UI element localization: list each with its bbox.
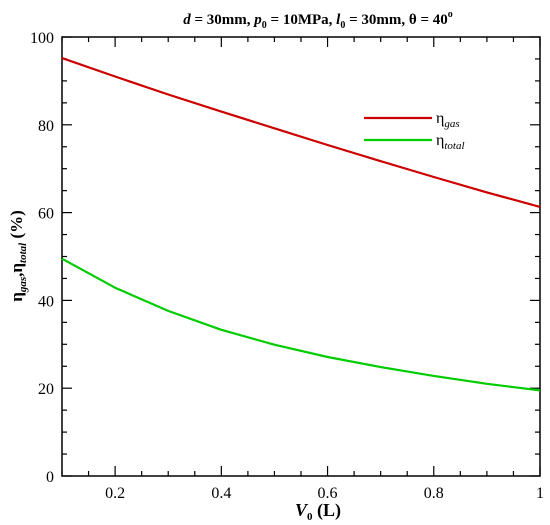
title-theta-sup: o xyxy=(448,9,453,20)
x-label-sub: 0 xyxy=(307,511,313,523)
y-tick-label: 0 xyxy=(46,469,54,486)
y-label-unit: (%) xyxy=(7,210,26,243)
legend-label-total: ηtotal xyxy=(436,132,465,152)
legend-total-symbol: η xyxy=(436,132,444,149)
y-tick-label: 100 xyxy=(30,30,54,47)
title-p-symbol: p xyxy=(252,12,262,28)
title-l-sub: 0 xyxy=(340,20,345,31)
legend-gas-symbol: η xyxy=(436,110,444,127)
x-tick-label: 0.8 xyxy=(424,485,444,502)
axis-tick-labels: 0.2 0.4 0.6 0.8 1 0 20 40 60 80 100 xyxy=(30,30,544,502)
legend-label-gas: ηgas xyxy=(436,110,460,130)
title-l-value: = 30mm, θ = 40 xyxy=(345,12,447,28)
x-tick-label: 1 xyxy=(536,485,544,502)
y-label-sub-gas: gas xyxy=(17,277,29,293)
x-tick-label: 0.4 xyxy=(211,485,231,502)
legend: ηgas ηtotal xyxy=(364,110,465,152)
y-label-sub-total: total xyxy=(17,242,29,263)
series-lines xyxy=(61,57,541,392)
chart-title: d = 30mm, p0 = 10MPa, l0 = 30mm, θ = 40o xyxy=(183,9,453,31)
y-label-eta: η xyxy=(7,292,26,302)
y-label-sep: ,η xyxy=(7,263,26,277)
series-line-gas xyxy=(61,57,541,208)
x-label-symbol: V xyxy=(295,500,309,520)
axis-ticks xyxy=(61,36,541,477)
y-tick-label: 40 xyxy=(38,293,54,310)
title-p-value: = 10MPa, xyxy=(267,12,336,28)
x-label-unit: (L) xyxy=(313,500,342,521)
title-d-value: = 30mm, xyxy=(191,12,255,28)
title-p-sub: 0 xyxy=(262,20,267,31)
plot-frame xyxy=(61,36,541,477)
series-line-total xyxy=(61,257,541,392)
title-l-symbol: l xyxy=(336,12,341,28)
y-axis-label: ηgas,ηtotal (%) xyxy=(7,210,29,302)
x-tick-label: 0.2 xyxy=(105,485,125,502)
legend-total-sub: total xyxy=(444,140,464,152)
title-d-symbol: d xyxy=(183,12,191,28)
x-axis-label: V0 (L) xyxy=(295,500,341,523)
y-tick-label: 20 xyxy=(38,381,54,398)
legend-gas-sub: gas xyxy=(444,118,459,130)
y-tick-label: 60 xyxy=(38,206,54,223)
y-tick-label: 80 xyxy=(38,118,54,135)
x-tick-label: 0.6 xyxy=(318,485,338,502)
